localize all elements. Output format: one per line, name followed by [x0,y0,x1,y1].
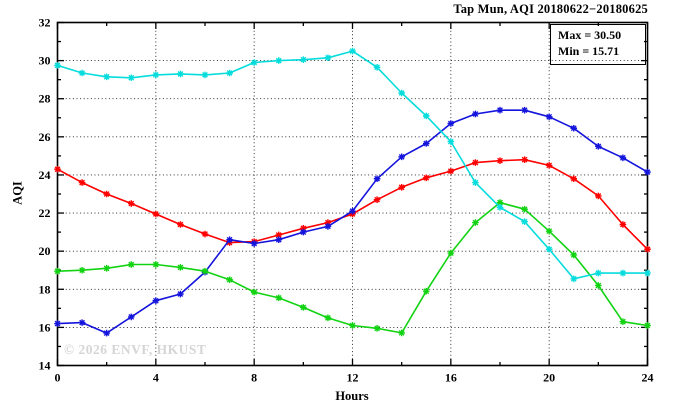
x-tick-label: 20 [543,371,555,385]
y-tick-label: 30 [39,54,51,68]
x-tick-label: 0 [55,371,61,385]
y-tick-label: 16 [39,320,51,334]
y-tick-label: 18 [39,282,51,296]
y-tick-label: 20 [39,244,51,258]
x-tick-label: 24 [642,371,654,385]
legend-box: Max = 30.50 Min = 15.71 [550,24,646,65]
series-cyan-markers [54,47,651,283]
legend-max-value: Max = 30.50 [558,28,622,42]
x-tick-label: 16 [445,371,457,385]
y-tick-label: 14 [39,359,51,373]
x-axis-label: Hours [335,389,369,403]
x-tick-label: 12 [347,371,359,385]
series-blue-markers [54,106,651,337]
legend-min-value: Min = 15.71 [558,43,620,58]
y-tick-label: 22 [39,206,51,220]
y-tick-label: 28 [39,92,51,106]
series-green-markers [54,199,651,337]
x-tick-label: 4 [153,371,159,385]
y-tick-label: 32 [39,16,51,30]
y-axis-label: AQI [10,181,25,205]
chart-title: Tap Mun, AQI 20180622−20180625 [453,2,648,16]
y-tick-label: 24 [39,168,51,182]
y-tick-label: 26 [39,130,51,144]
x-tick-label: 8 [251,371,257,385]
watermark: © 2026 ENVF, HKUST [64,342,207,357]
